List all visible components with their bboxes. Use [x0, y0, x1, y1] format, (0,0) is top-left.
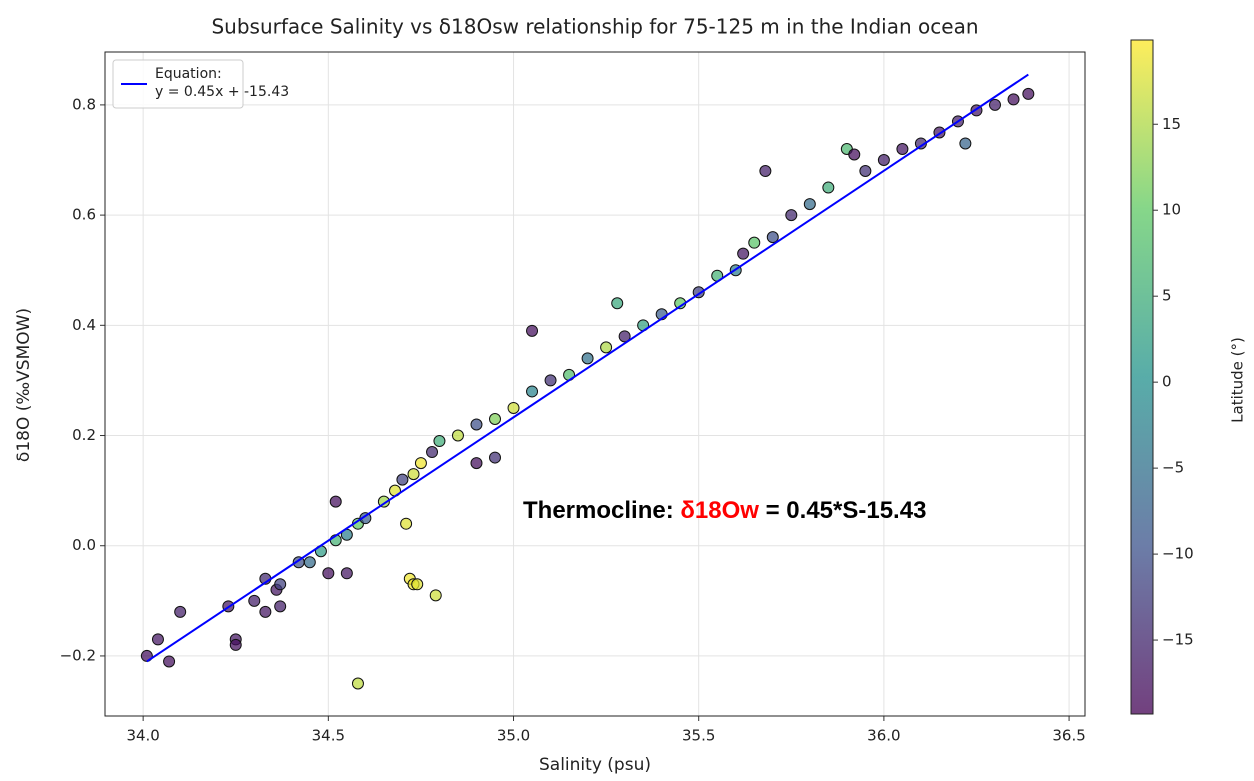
- colorbar-tick-label: 5: [1162, 287, 1172, 305]
- point: [151, 633, 164, 646]
- annotation-part: δ18Ow: [680, 497, 759, 524]
- point: [489, 451, 501, 464]
- point: [351, 677, 364, 690]
- point: [544, 374, 557, 387]
- point: [340, 567, 353, 580]
- legend-box: [112, 59, 244, 109]
- point: [848, 148, 861, 161]
- point: [737, 247, 750, 260]
- point: [896, 142, 909, 155]
- point: [759, 165, 772, 178]
- point: [163, 655, 176, 668]
- point: [526, 324, 539, 337]
- point: [396, 473, 409, 486]
- chart-title: Subsurface Salinity vs δ18Osw relationsh…: [211, 15, 978, 39]
- point: [526, 385, 539, 398]
- point: [359, 512, 372, 525]
- colorbar-label: Latitude (°): [1229, 337, 1247, 423]
- point: [429, 589, 442, 602]
- plot-frame: [104, 51, 1086, 717]
- point: [174, 605, 187, 618]
- legend-label: Equation: y = 0.45x + -15.43: [155, 66, 289, 100]
- y-tick-label: 0.4: [72, 316, 96, 334]
- point: [600, 341, 613, 354]
- colorbar-tick-label: −15: [1162, 631, 1194, 649]
- x-axis-label: Salinity (psu): [539, 755, 651, 775]
- colorbar-tick-label: 0: [1162, 373, 1172, 391]
- point: [859, 165, 872, 178]
- point: [400, 517, 413, 530]
- point: [748, 236, 761, 249]
- point: [785, 209, 798, 222]
- point: [611, 297, 624, 310]
- point: [822, 181, 835, 194]
- y-tick-label: 0.2: [72, 426, 96, 444]
- colorbar-tick-label: −5: [1162, 459, 1184, 477]
- point: [618, 330, 631, 343]
- y-tick-label: 0.6: [72, 206, 96, 224]
- point: [426, 446, 439, 459]
- point: [581, 352, 594, 365]
- legend: Equation: y = 0.45x + -15.43: [112, 59, 289, 109]
- y-tick-label: 0.0: [72, 536, 96, 554]
- annotation-part: = 0.45*S-15.43: [759, 497, 926, 524]
- point: [1022, 87, 1035, 100]
- point: [989, 98, 1001, 111]
- point: [248, 594, 261, 607]
- point: [329, 495, 342, 508]
- x-tick-label: 34.0: [126, 727, 159, 745]
- point: [411, 578, 424, 591]
- fit-line: [146, 73, 1029, 663]
- point: [433, 435, 446, 448]
- point: [274, 578, 287, 591]
- point: [470, 457, 483, 470]
- point: [229, 638, 242, 651]
- colorbar-tick-label: 10: [1162, 201, 1181, 219]
- x-tick-label: 35.0: [497, 727, 530, 745]
- point: [259, 605, 272, 618]
- y-tick-label: 0.8: [72, 95, 96, 113]
- point: [322, 567, 335, 580]
- point: [274, 600, 287, 613]
- x-tick-label: 36.0: [867, 727, 900, 745]
- point: [451, 429, 464, 442]
- x-tick-label: 35.5: [682, 727, 715, 745]
- point: [507, 401, 520, 414]
- x-tick-label: 34.5: [312, 727, 345, 745]
- point: [877, 154, 890, 167]
- point: [766, 231, 779, 244]
- colorbar-tick-label: 15: [1162, 115, 1181, 133]
- annotation-part: Thermocline:: [523, 497, 680, 524]
- x-tick-label: 36.5: [1052, 727, 1085, 745]
- y-tick-label: −0.2: [60, 646, 96, 664]
- annotation: Thermocline: δ18Ow = 0.45*S-15.43: [523, 497, 926, 524]
- point: [803, 198, 816, 211]
- point: [959, 137, 972, 150]
- point: [414, 457, 427, 470]
- colorbar-tick-label: −10: [1162, 545, 1194, 563]
- colorbar: [1130, 39, 1154, 715]
- y-axis-label: δ18O (‰VSMOW): [14, 308, 34, 462]
- point: [489, 412, 501, 425]
- point: [303, 556, 316, 569]
- point: [1007, 93, 1020, 106]
- point: [407, 468, 420, 481]
- point: [470, 418, 483, 431]
